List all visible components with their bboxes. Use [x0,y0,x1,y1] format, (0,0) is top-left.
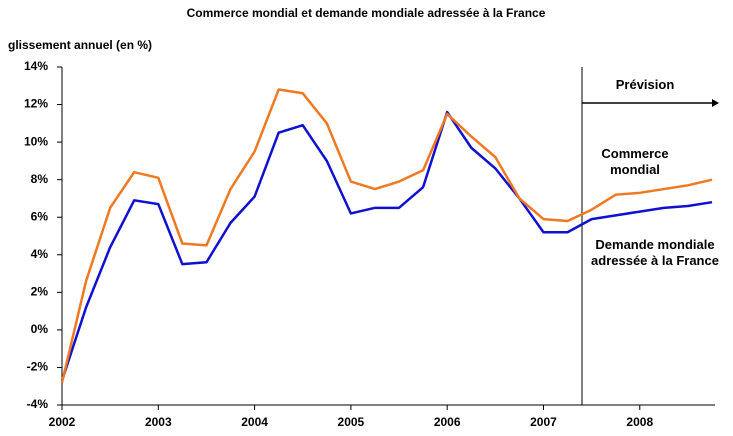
y-tick-label: 10% [24,134,48,148]
arrow-head [712,99,719,107]
x-tick-label: 2003 [145,415,172,429]
annotation: Prévision [615,77,675,92]
y-tick-label: 0% [31,322,49,336]
x-tick-label: 2006 [434,415,461,429]
y-tick-label: 4% [31,247,49,261]
series-label: Commerce mondial [601,146,669,177]
y-tick-label: -4% [27,397,49,411]
chart-title: Commerce mondial et demande mondiale adr… [187,6,546,20]
x-tick-label: 2002 [49,415,76,429]
x-tick-label: 2007 [530,415,557,429]
series-line [60,110,713,381]
y-tick-label: 6% [31,209,49,223]
y-tick-label: -2% [27,360,49,374]
x-tick-label: 2004 [241,415,268,429]
x-tick-label: 2008 [626,415,653,429]
y-tick-label: 14% [24,59,48,73]
y-tick-label: 8% [31,172,49,186]
series-line [60,88,713,383]
y-tick-label: 2% [31,285,49,299]
series-label: Demande mondiale adressée à la France [591,237,719,268]
y-axis-label: glissement annuel (en %) [8,38,152,52]
y-tick-label: 12% [24,97,48,111]
x-tick-label: 2005 [338,415,365,429]
